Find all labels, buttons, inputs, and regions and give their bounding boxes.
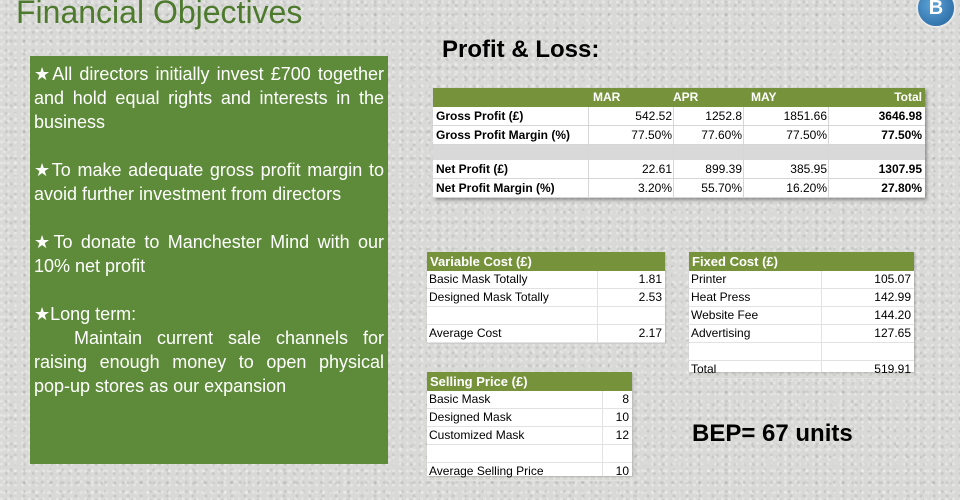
profit-loss-title: Profit & Loss: xyxy=(442,36,600,63)
column-header: MAR xyxy=(593,90,621,104)
table-row: Website Fee 144.20 xyxy=(689,307,914,325)
profit-loss-table: MAR APR MAY Total Gross Profit (£) 542.5… xyxy=(433,88,925,198)
table-row: Average Selling Price 10 xyxy=(427,463,632,481)
cell: 77.50% xyxy=(881,128,922,142)
column-header: MAY xyxy=(751,90,777,104)
cell: 127.65 xyxy=(874,326,911,340)
fixed-cost-table: Fixed Cost (£) Printer 105.07 Heat Press… xyxy=(689,252,914,379)
long-term-objective: ★Long term: Maintain current sale channe… xyxy=(34,302,384,398)
cell: 77.50% xyxy=(631,128,672,142)
objectives-panel: ★All directors initially invest £700 tog… xyxy=(30,56,388,464)
cell: 142.99 xyxy=(874,290,911,304)
table-header: MAR APR MAY Total xyxy=(433,88,925,107)
page-title: Financial Objectives xyxy=(16,0,303,30)
selling-price-table: Selling Price (£) Basic Mask 8 Designed … xyxy=(427,372,632,481)
cell: 3.20% xyxy=(637,181,672,195)
row-label: Designed Mask Totally xyxy=(429,290,549,304)
table-row: Gross Profit Margin (%) 77.50% 77.60% 77… xyxy=(433,126,925,145)
table-row xyxy=(427,307,665,325)
table-row xyxy=(427,445,632,463)
table-row: Net Profit Margin (%) 3.20% 55.70% 16.20… xyxy=(433,179,925,198)
table-row: Basic Mask Totally 1.81 xyxy=(427,271,665,289)
row-label: Gross Profit (£) xyxy=(436,109,524,123)
table-row xyxy=(689,343,914,361)
row-label: Average Cost xyxy=(429,326,502,340)
table-row: Customized Mask 12 xyxy=(427,427,632,445)
objective-item: ★All directors initially invest £700 tog… xyxy=(34,64,384,132)
table-row: Heat Press 142.99 xyxy=(689,289,914,307)
row-label: Basic Mask xyxy=(429,392,491,406)
row-label: Website Fee xyxy=(691,308,759,322)
row-label: Gross Profit Margin (%) xyxy=(436,128,571,142)
table-row: Net Profit (£) 22.61 899.39 385.95 1307.… xyxy=(433,160,925,179)
cell: 10 xyxy=(615,464,629,478)
variable-cost-table: Variable Cost (£) Basic Mask Totally 1.8… xyxy=(427,252,665,343)
cell: 899.39 xyxy=(705,162,742,176)
cell: 519.91 xyxy=(874,362,911,376)
cell: 105.07 xyxy=(874,272,911,286)
cell: 22.61 xyxy=(641,162,672,176)
cell: 3646.98 xyxy=(878,109,922,123)
cell: 2.17 xyxy=(638,326,662,340)
table-title: Fixed Cost (£) xyxy=(689,252,914,271)
table-title: Variable Cost (£) xyxy=(427,252,665,271)
column-header: Total xyxy=(894,90,922,104)
row-label: Designed Mask xyxy=(429,410,512,424)
row-label: Net Profit Margin (%) xyxy=(436,181,555,195)
table-spacer xyxy=(433,145,925,160)
row-label: Printer xyxy=(691,272,727,286)
cell: 10 xyxy=(615,410,629,424)
column-header: APR xyxy=(673,90,699,104)
cell: 8 xyxy=(622,392,629,406)
cell: 27.80% xyxy=(881,181,922,195)
cell: 1.81 xyxy=(638,272,662,286)
row-label: Net Profit (£) xyxy=(436,162,508,176)
row-label: Advertising xyxy=(691,326,751,340)
cell: 542.52 xyxy=(635,109,672,123)
long-term-heading: ★Long term: xyxy=(34,304,137,324)
logo-icon: B xyxy=(916,0,956,28)
table-row: Total 519.91 xyxy=(689,361,914,379)
row-label: Average Selling Price xyxy=(429,464,544,478)
table-row: Gross Profit (£) 542.52 1252.8 1851.66 3… xyxy=(433,107,925,126)
cell: 1851.66 xyxy=(783,109,827,123)
cell: 55.70% xyxy=(701,181,742,195)
cell: 385.95 xyxy=(790,162,827,176)
cell: 16.20% xyxy=(786,181,827,195)
cell: 2.53 xyxy=(638,290,662,304)
table-title: Selling Price (£) xyxy=(427,372,632,391)
table-row: Basic Mask 8 xyxy=(427,391,632,409)
cell: 1307.95 xyxy=(878,162,922,176)
row-label: Basic Mask Totally xyxy=(429,272,528,286)
table-row: Average Cost 2.17 xyxy=(427,325,665,343)
row-label: Heat Press xyxy=(691,290,751,304)
objective-item: ★To donate to Manchester Mind with our 1… xyxy=(34,232,384,276)
cell: 77.50% xyxy=(786,128,827,142)
table-row: Designed Mask Totally 2.53 xyxy=(427,289,665,307)
row-label: Customized Mask xyxy=(429,428,525,442)
long-term-text: Maintain current sale channels for raisi… xyxy=(34,328,384,396)
cell: 77.60% xyxy=(701,128,742,142)
cell: 12 xyxy=(615,428,629,442)
table-row: Designed Mask 10 xyxy=(427,409,632,427)
row-label: Total xyxy=(691,362,717,376)
objective-item: ★To make adequate gross profit margin to… xyxy=(34,160,384,204)
table-row: Printer 105.07 xyxy=(689,271,914,289)
break-even-point: BEP= 67 units xyxy=(692,420,853,447)
table-row: Advertising 127.65 xyxy=(689,325,914,343)
cell: 1252.8 xyxy=(705,109,742,123)
cell: 144.20 xyxy=(874,308,911,322)
